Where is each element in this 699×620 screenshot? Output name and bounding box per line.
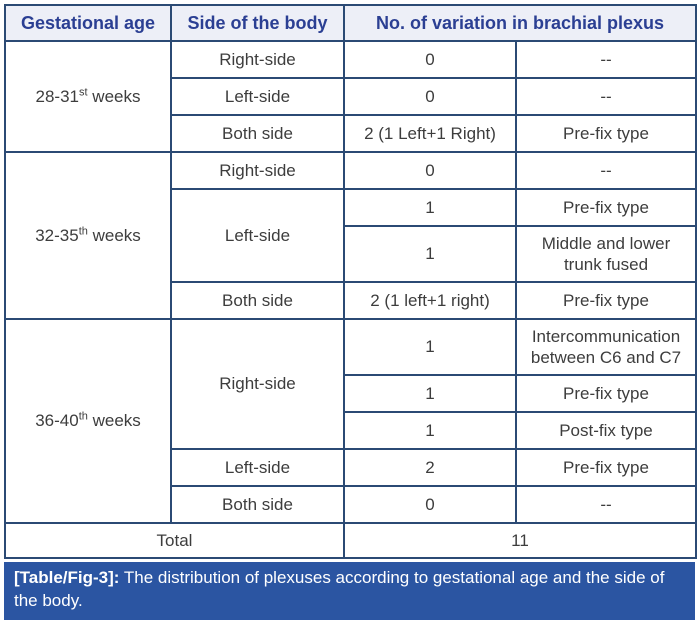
cell-type: --: [515, 40, 697, 79]
header-variation: No. of variation in brachial plexus: [343, 4, 697, 42]
table-row: Left-side 0 --: [5, 77, 697, 116]
table-row: Both side 0 --: [5, 485, 697, 524]
age-group-label: 36-40th weeks: [4, 318, 172, 524]
table-row: Left-side 1 Pre-fix type: [5, 188, 697, 283]
header-row: Gestational age Side of the body No. of …: [4, 4, 697, 42]
cell-type: Intercommunication between C6 and C7: [515, 318, 697, 376]
age-group-label: 28-31st weeks: [4, 40, 172, 153]
cell-count: 0: [343, 77, 517, 116]
figure-caption: [Table/Fig-3]: The distribution of plexu…: [4, 562, 695, 620]
table-row: 1 Pre-fix type: [5, 374, 697, 413]
cell-count: 2: [343, 448, 517, 487]
table-row: Both side 2 (1 Left+1 Right) Pre-fix typ…: [5, 114, 697, 153]
age-base: 32-35: [35, 225, 79, 245]
distribution-table: Gestational age Side of the body No. of …: [4, 4, 697, 559]
age-base: 28-31: [35, 86, 79, 106]
cell-type: Post-fix type: [515, 411, 697, 450]
cell-side: Left-side: [170, 188, 345, 283]
table-row: 28-31st weeks Right-side 0 --: [4, 40, 697, 153]
caption-tag: [Table/Fig-3]:: [14, 568, 120, 587]
cell-side: Left-side: [170, 448, 345, 487]
cell-count: 1: [343, 225, 517, 283]
cell-type: Pre-fix type: [515, 281, 697, 320]
cell-count: 1: [343, 411, 517, 450]
cell-side: Right-side: [170, 151, 345, 190]
age-ordinal: th: [78, 410, 88, 423]
table-row: 32-35th weeks Right-side 0 --: [4, 151, 697, 320]
age-ordinal: st: [79, 86, 88, 99]
cell-type: Pre-fix type: [515, 114, 697, 153]
cell-count: 0: [343, 40, 517, 79]
cell-side: Right-side: [170, 318, 345, 450]
header-side-of-body: Side of the body: [170, 4, 345, 42]
cell-count: 1: [343, 374, 517, 413]
age-suffix: weeks: [87, 86, 141, 106]
cell-side: Both side: [170, 114, 345, 153]
age-base: 36-40: [35, 411, 79, 431]
cell-side: Right-side: [170, 40, 345, 79]
age-group-label: 32-35th weeks: [4, 151, 172, 320]
table-row: 36-40th weeks Right-side 1 Intercommunic…: [4, 318, 697, 524]
cell-count: 2 (1 Left+1 Right): [343, 114, 517, 153]
cell-type: Middle and lower trunk fused: [515, 225, 697, 283]
cell-side: Left-side: [170, 77, 345, 116]
age-suffix: weeks: [87, 225, 141, 245]
cell-side: Both side: [170, 485, 345, 524]
total-label: Total: [4, 522, 345, 559]
cell-type: --: [515, 151, 697, 190]
age-suffix: weeks: [87, 411, 141, 431]
cell-side: Both side: [170, 281, 345, 320]
age-ordinal: th: [78, 225, 88, 238]
cell-type: --: [515, 77, 697, 116]
cell-type: Pre-fix type: [515, 448, 697, 487]
table-row: 1 Middle and lower trunk fused: [5, 225, 697, 283]
cell-count: 0: [343, 485, 517, 524]
table-row: Both side 2 (1 left+1 right) Pre-fix typ…: [5, 281, 697, 320]
caption-text: The distribution of plexuses according t…: [14, 568, 665, 610]
cell-count: 2 (1 left+1 right): [343, 281, 517, 320]
cell-count: 1: [343, 318, 517, 376]
cell-count: 1: [343, 188, 517, 227]
total-value: 11: [343, 522, 697, 559]
total-row: Total 11: [4, 522, 697, 559]
cell-type: Pre-fix type: [515, 374, 697, 413]
cell-count: 0: [343, 151, 517, 190]
header-gestational-age: Gestational age: [4, 4, 172, 42]
table-row: Left-side 2 Pre-fix type: [5, 448, 697, 487]
cell-type: --: [515, 485, 697, 524]
cell-type: Pre-fix type: [515, 188, 697, 227]
table-row: 1 Post-fix type: [5, 411, 697, 450]
